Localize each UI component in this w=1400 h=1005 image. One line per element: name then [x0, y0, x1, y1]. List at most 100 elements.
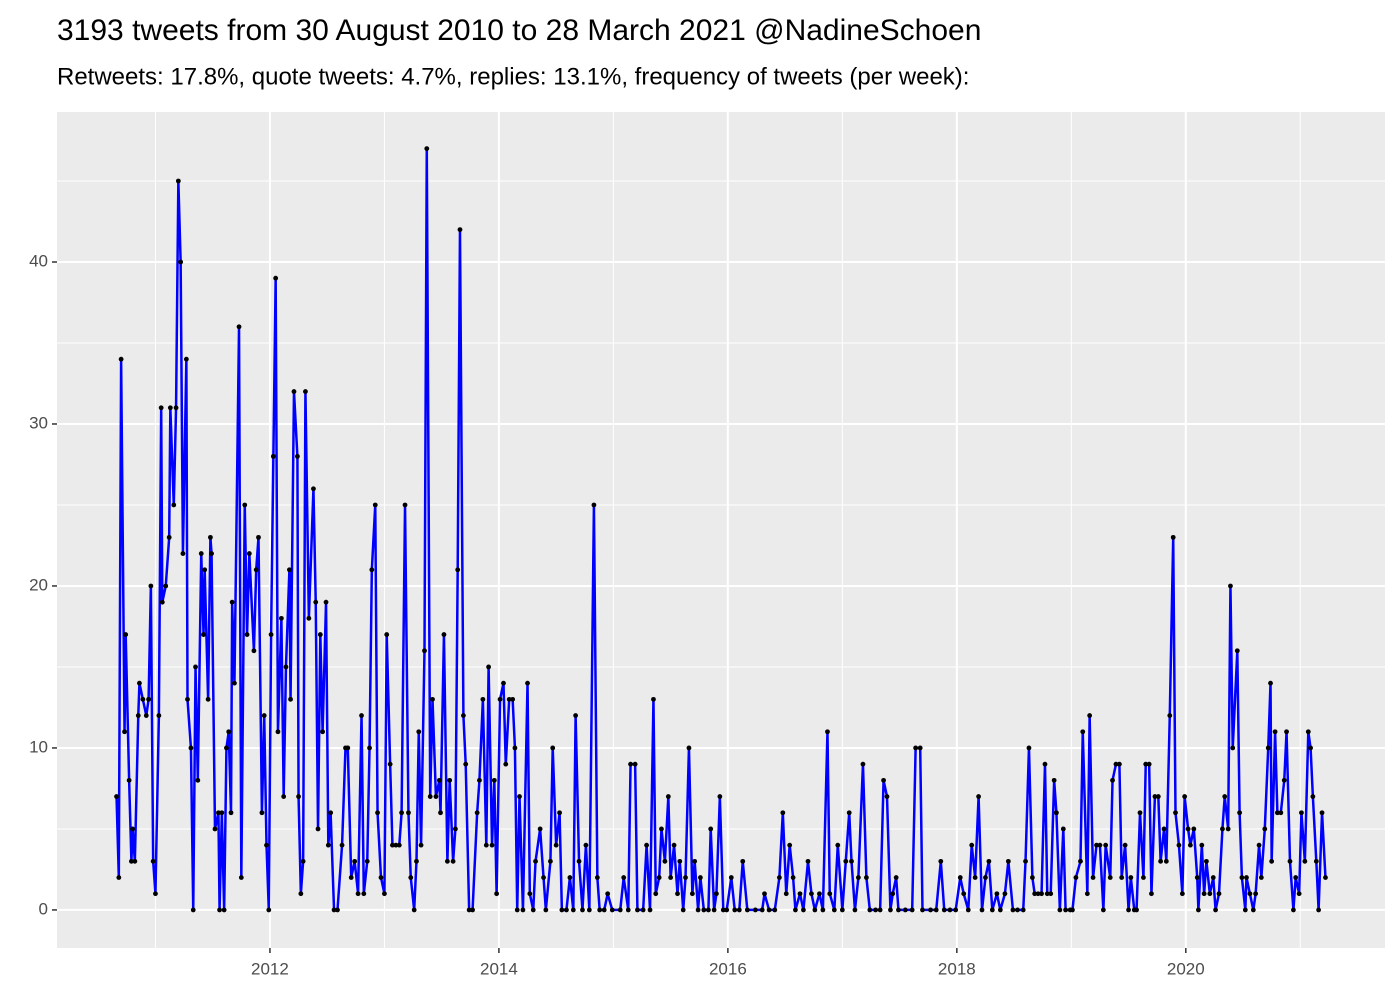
data-point [1213, 907, 1218, 913]
data-point [543, 907, 549, 913]
data-point [221, 907, 227, 913]
data-point [118, 356, 124, 362]
data-point [972, 875, 978, 880]
data-point [447, 777, 453, 783]
data-point [190, 907, 196, 913]
data-point [461, 713, 466, 718]
data-point [711, 907, 717, 913]
data-point [855, 875, 861, 880]
data-point [1128, 875, 1134, 880]
data-point [976, 794, 981, 799]
data-point [1023, 858, 1028, 864]
data-point [1299, 810, 1304, 816]
data-point [1020, 907, 1026, 913]
data-point [728, 875, 734, 880]
data-point [433, 794, 439, 799]
data-point [1103, 842, 1109, 848]
y-tick-label: 40 [29, 251, 48, 270]
data-point [1222, 794, 1228, 799]
data-point [126, 777, 132, 783]
data-point [965, 907, 971, 913]
data-point [680, 907, 686, 913]
data-point [159, 599, 165, 605]
data-point [651, 696, 656, 702]
data-point [594, 875, 600, 880]
data-point [580, 907, 585, 913]
data-point [1143, 761, 1149, 767]
data-point [264, 842, 269, 848]
data-point [732, 907, 738, 913]
data-point [216, 810, 221, 816]
data-point [185, 696, 190, 702]
data-point [1319, 810, 1325, 816]
data-point [884, 794, 890, 799]
data-point [683, 875, 688, 880]
data-point [632, 761, 638, 767]
data-point [450, 858, 456, 864]
data-point [270, 453, 276, 459]
data-point [474, 810, 480, 816]
data-point [384, 632, 390, 637]
data-point [1313, 858, 1319, 864]
data-point [640, 907, 646, 913]
data-point [1044, 891, 1050, 897]
data-point [559, 907, 565, 913]
data-point [1272, 729, 1278, 735]
data-point [236, 324, 242, 330]
data-point [130, 826, 135, 832]
data-point [150, 858, 156, 864]
data-point [1207, 891, 1213, 897]
data-point [1158, 858, 1164, 864]
data-point [686, 745, 692, 751]
data-point [873, 907, 878, 913]
data-point [1182, 794, 1188, 799]
y-tick-label: 10 [29, 737, 48, 756]
data-point [697, 875, 703, 880]
data-point [665, 794, 671, 799]
data-point [158, 405, 164, 411]
data-point [621, 875, 627, 880]
data-point [367, 745, 372, 751]
data-point [188, 745, 194, 751]
data-point [1048, 891, 1054, 897]
data-point [457, 227, 463, 233]
data-point [941, 907, 947, 913]
data-point [530, 907, 536, 913]
data-point [881, 777, 886, 783]
data-point [1305, 729, 1311, 735]
data-point [1323, 875, 1328, 880]
data-point [537, 826, 543, 832]
data-point [1073, 875, 1079, 880]
data-point [466, 907, 472, 913]
data-point [601, 907, 607, 913]
data-point [1268, 680, 1273, 686]
data-point [201, 632, 206, 637]
data-point [1179, 891, 1185, 897]
data-point [986, 858, 992, 864]
data-point [1310, 794, 1316, 799]
data-point [647, 907, 653, 913]
data-point [835, 842, 841, 848]
data-point [195, 777, 201, 783]
data-point [1002, 891, 1008, 897]
data-point [1141, 875, 1146, 880]
data-point [256, 534, 261, 540]
data-point [1010, 907, 1016, 913]
data-point [369, 567, 375, 573]
data-point [961, 891, 967, 897]
data-point [793, 907, 798, 913]
data-point [817, 891, 822, 897]
data-point [557, 810, 562, 816]
data-point [701, 907, 707, 913]
data-point [1302, 858, 1308, 864]
y-tick-label: 30 [29, 413, 48, 432]
data-point [1201, 891, 1207, 897]
data-point [1094, 842, 1099, 848]
data-point [208, 534, 213, 540]
data-point [229, 599, 235, 605]
data-point [809, 891, 814, 897]
data-point [345, 745, 351, 751]
data-point [1149, 891, 1154, 897]
data-point [1195, 907, 1201, 913]
data-point [306, 615, 312, 621]
